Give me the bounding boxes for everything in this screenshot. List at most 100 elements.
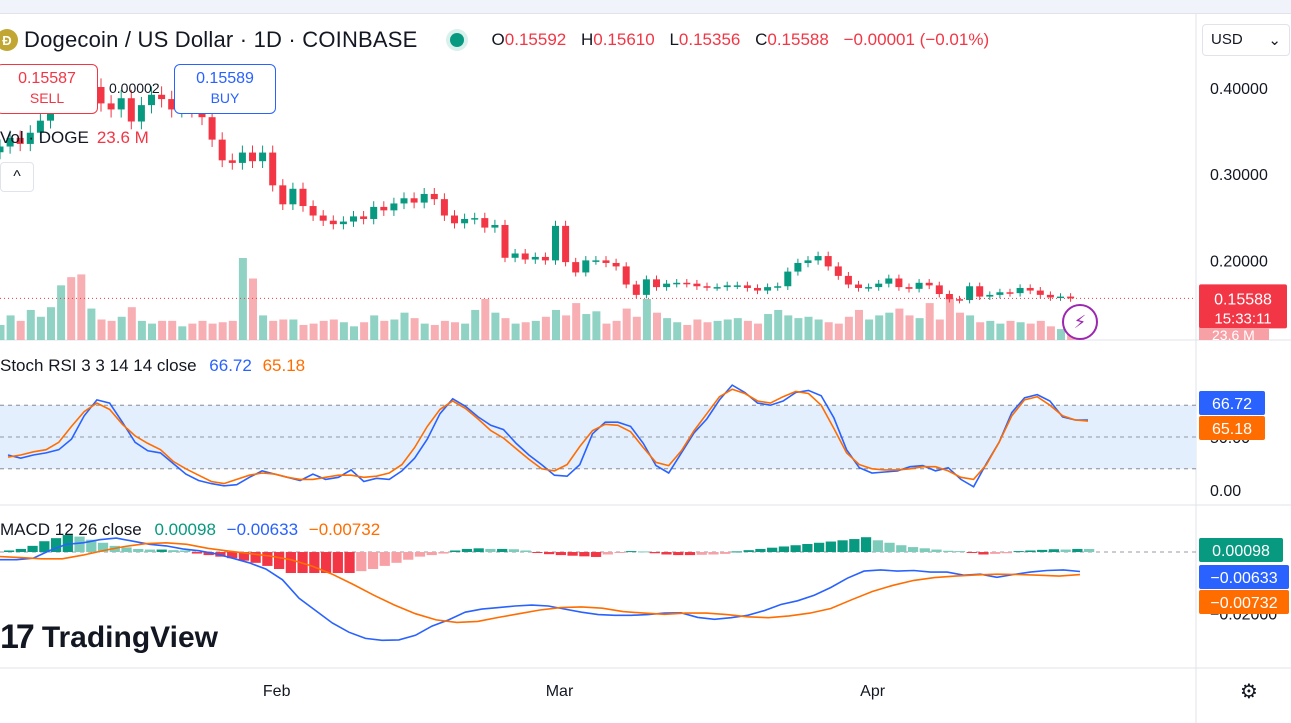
stoch-k-value: 66.72 bbox=[209, 356, 252, 375]
macd-line-axis-label-bg bbox=[1199, 565, 1289, 589]
candle-body bbox=[572, 262, 580, 273]
candle-body bbox=[289, 188, 297, 205]
candle-body bbox=[521, 253, 529, 260]
candle-body bbox=[218, 139, 226, 161]
macd-histogram-bar bbox=[320, 552, 332, 573]
candle-body bbox=[945, 294, 953, 300]
volume-bar bbox=[834, 323, 843, 340]
macd-histogram-bar bbox=[461, 548, 473, 553]
macd-histogram-bar bbox=[931, 549, 942, 553]
ohlc-values: O0.15592 H0.15610 L0.15356 C0.15588 −0.0… bbox=[491, 30, 990, 49]
candle-body bbox=[875, 283, 883, 288]
volume-bar bbox=[420, 323, 429, 340]
candle-body bbox=[228, 160, 236, 163]
candle-body bbox=[1046, 294, 1054, 298]
stoch-rsi-legend[interactable]: Stoch RSI 3 3 14 14 close 66.72 65.18 bbox=[0, 356, 306, 375]
candle-body bbox=[380, 206, 388, 211]
last-price-label: 0.15588 bbox=[1214, 291, 1272, 308]
candle-body bbox=[996, 292, 1004, 295]
candle-body bbox=[562, 225, 570, 263]
chevron-up-icon: ^ bbox=[13, 168, 21, 185]
macd-line bbox=[0, 537, 1081, 642]
candle-body bbox=[238, 152, 246, 163]
candle-body bbox=[774, 286, 782, 288]
volume-bar bbox=[1016, 322, 1025, 340]
macd-histogram-bar bbox=[50, 538, 62, 553]
volume-legend[interactable]: Vol · DOGE 23.6 M bbox=[0, 128, 149, 147]
macd-signal-axis-label-bg bbox=[1199, 590, 1289, 614]
candle-body bbox=[350, 216, 357, 222]
tradingview-logo[interactable]: 17 TradingView bbox=[0, 618, 218, 656]
macd-histogram-bar bbox=[121, 547, 132, 553]
volume-bar bbox=[1026, 323, 1035, 340]
buy-button[interactable]: 0.15589 BUY bbox=[174, 64, 276, 114]
volume-bar bbox=[279, 319, 288, 340]
volume-bar bbox=[986, 320, 995, 340]
price-tick-label: 0.30000 bbox=[1210, 167, 1268, 184]
volume-bar bbox=[218, 322, 227, 340]
candle-body bbox=[582, 260, 590, 273]
symbol-title[interactable]: Dogecoin / US Dollar · 1D · COINBASE bbox=[24, 27, 418, 52]
close-value: 0.15588 bbox=[767, 30, 829, 49]
candle-body bbox=[0, 146, 4, 153]
macd-histogram-bar bbox=[332, 552, 343, 573]
macd-histogram-bar bbox=[1084, 548, 1095, 553]
volume-bar bbox=[158, 320, 167, 340]
candle-body bbox=[1057, 296, 1064, 299]
candle-body bbox=[956, 299, 963, 301]
sell-price: 0.15587 bbox=[18, 70, 76, 87]
candle-body bbox=[107, 103, 115, 110]
volume-bar bbox=[238, 258, 247, 340]
volume-bar bbox=[1057, 329, 1065, 340]
collapse-legend-button[interactable]: ^ bbox=[0, 162, 34, 192]
time-tick-label: Feb bbox=[263, 683, 291, 700]
gear-icon[interactable]: ⚙ bbox=[1240, 681, 1258, 703]
macd-histogram-bar bbox=[274, 552, 285, 569]
candle-body bbox=[683, 282, 691, 285]
macd-signal-line bbox=[0, 541, 1081, 624]
candle-body bbox=[117, 98, 125, 110]
sell-button[interactable]: 0.15587 SELL bbox=[0, 64, 98, 114]
volume-bar bbox=[440, 320, 449, 340]
candle-body bbox=[541, 256, 549, 261]
tradingview-logo-icon: 17 bbox=[0, 618, 35, 656]
macd-legend[interactable]: MACD 12 26 close 0.00098 −0.00633 −0.007… bbox=[0, 520, 381, 539]
volume-bar bbox=[137, 320, 146, 340]
volume-bar bbox=[703, 322, 712, 340]
macd-histogram-bar bbox=[1013, 551, 1024, 553]
volume-axis-badge bbox=[1199, 328, 1269, 340]
macd-histogram-bar bbox=[767, 547, 778, 553]
volume-bar bbox=[723, 319, 732, 340]
macd-histogram-bar bbox=[309, 552, 320, 573]
flash-icon[interactable]: ⚡ bbox=[1062, 304, 1098, 340]
macd-histogram-bar bbox=[356, 552, 367, 572]
volume-bar bbox=[67, 277, 76, 340]
candle-body bbox=[713, 287, 721, 289]
candle-body bbox=[642, 279, 650, 295]
candle-body bbox=[844, 275, 852, 285]
volume-bar bbox=[632, 316, 641, 340]
candle-body bbox=[925, 282, 933, 286]
macd-histogram-bar bbox=[1001, 552, 1013, 554]
macd-histogram-bar bbox=[203, 552, 214, 556]
volume-bar bbox=[824, 322, 833, 340]
volume-bar bbox=[117, 316, 126, 340]
candle-body bbox=[26, 132, 34, 144]
macd-histogram-bar bbox=[954, 551, 966, 553]
macd-histogram-bar bbox=[743, 550, 754, 553]
chevron-down-icon: ⌄ bbox=[1268, 32, 1281, 49]
volume-bar bbox=[814, 319, 823, 340]
candle-body bbox=[430, 193, 438, 200]
candle-body bbox=[269, 152, 277, 186]
stoch-tick-label: 0.00 bbox=[1210, 483, 1241, 500]
volume-bar bbox=[764, 314, 773, 340]
macd-hist-axis-label-bg bbox=[1199, 538, 1283, 562]
stoch-d-axis-label-bg bbox=[1199, 416, 1265, 440]
currency-select[interactable]: USD ⌄ bbox=[1202, 24, 1290, 56]
volume-bar bbox=[198, 320, 207, 340]
macd-histogram-bar bbox=[438, 552, 449, 554]
candle-body bbox=[602, 260, 610, 263]
volume-bar bbox=[360, 322, 369, 340]
volume-bar bbox=[956, 312, 964, 340]
